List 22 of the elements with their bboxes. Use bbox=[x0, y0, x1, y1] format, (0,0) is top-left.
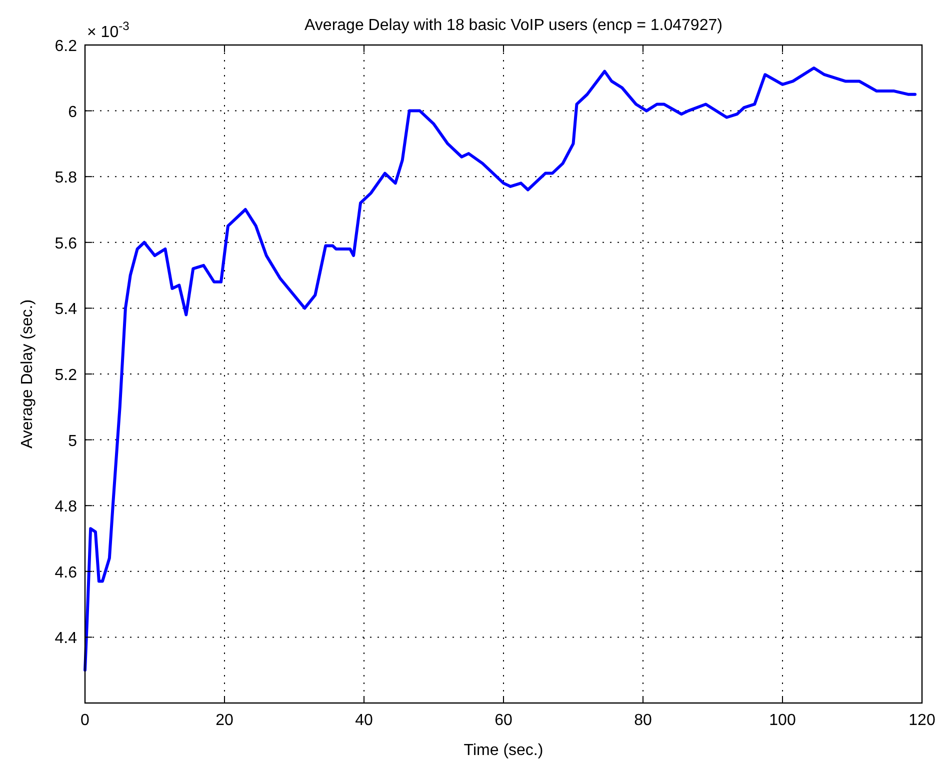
y-tick-label: 4.6 bbox=[54, 564, 78, 582]
x-axis-title: Time (sec.) bbox=[464, 742, 544, 759]
chart-title: Average Delay with 18 basic VoIP users (encp = 1.047927) bbox=[304, 17, 722, 34]
x-tick-label: 20 bbox=[216, 712, 234, 729]
x-tick-label: 40 bbox=[355, 712, 373, 729]
y-tick-label: 5.8 bbox=[54, 170, 78, 187]
y-tick-label: 4.4 bbox=[54, 630, 78, 648]
y-tick-label: 6.2 bbox=[54, 38, 78, 55]
x-tick-label: 0 bbox=[80, 712, 90, 729]
line-series bbox=[84, 66, 917, 672]
y-tick-label: 5 bbox=[68, 432, 78, 450]
y-axis-title: Average Delay (sec.) bbox=[19, 299, 36, 449]
x-tick-label: 80 bbox=[634, 712, 652, 729]
x-tick-label: 60 bbox=[494, 712, 512, 729]
x-tick-label: 120 bbox=[908, 712, 936, 729]
y-tick-label: 4.8 bbox=[54, 498, 78, 516]
text: × 10$^{-3}$ bbox=[87, 19, 130, 41]
x-tick-label: 100 bbox=[769, 712, 796, 729]
y-tick-label: 5.2 bbox=[54, 367, 78, 384]
y-tick-label: 5.6 bbox=[54, 235, 78, 252]
y-tick-label: 5.4 bbox=[54, 301, 78, 318]
y-tick-label: 6 bbox=[68, 104, 78, 121]
